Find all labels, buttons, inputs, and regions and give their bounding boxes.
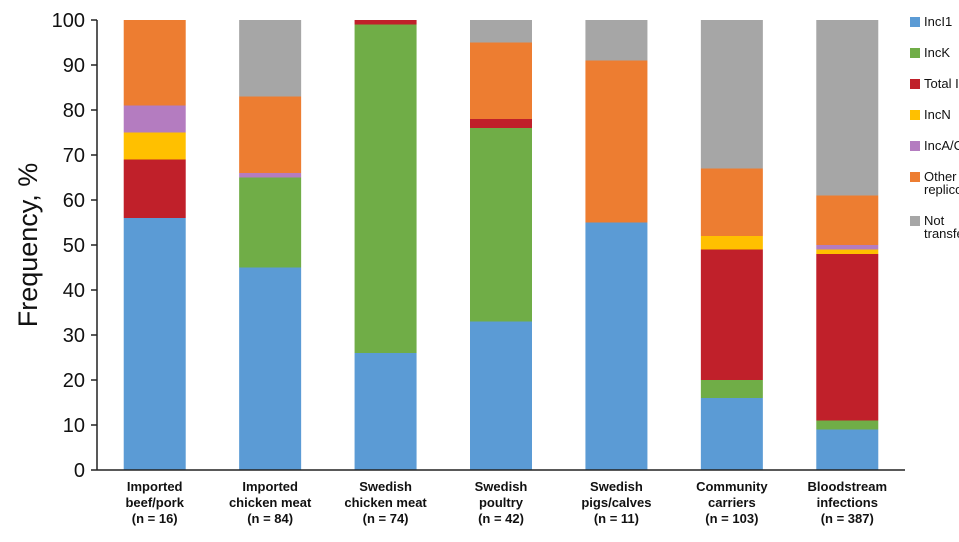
legend-item-other-replicons: Otherreplicons	[910, 169, 959, 197]
bar-segment-total-incf-2	[354, 20, 417, 25]
bar-segment-incn-5	[700, 236, 763, 250]
bar-segment-total-incf-5	[700, 249, 763, 380]
x-tick-label: Swedish pigs/calves (n = 11)	[581, 479, 651, 526]
bar-segment-other-replicons-6	[816, 195, 879, 245]
legend-label: IncK	[924, 45, 950, 60]
bar-segment-inci1-6	[816, 429, 879, 470]
bar-segment-other-replicons-3	[470, 42, 532, 119]
bar-segment-inci1-1	[239, 267, 302, 470]
legend-swatch	[910, 141, 920, 151]
legend-label: Nottransferred	[924, 213, 959, 241]
y-tick-label: 0	[74, 460, 85, 482]
x-tick-label: Community carriers (n = 103)	[696, 479, 768, 526]
legend-item-inck: IncK	[910, 45, 950, 60]
bar-segment-inck-5	[700, 380, 763, 398]
y-tick-label: 70	[63, 145, 85, 167]
legend-swatch	[910, 216, 920, 226]
bar-segment-total-incf-6	[816, 254, 879, 421]
bar-segment-inck-3	[470, 128, 532, 322]
bar-segment-not-transferred-6	[816, 20, 879, 196]
legend-label: Total IncF	[924, 76, 959, 91]
bar-segment-not-transferred-1	[239, 20, 302, 97]
legend-item-incn: IncN	[910, 107, 951, 122]
x-tick-label: Bloodstream infections (n = 387)	[808, 479, 887, 526]
bar-segment-inca-c-0	[123, 105, 186, 133]
legend-swatch	[910, 79, 920, 89]
y-tick-label: 40	[63, 280, 85, 302]
y-tick-label: 50	[63, 235, 85, 257]
x-tick-label: Imported chicken meat (n = 84)	[229, 479, 312, 526]
y-tick-label: 60	[63, 190, 85, 212]
x-tick-label: Imported beef/pork (n = 16)	[125, 479, 184, 526]
bar-segment-incn-6	[816, 249, 879, 254]
legend-label: Otherreplicons	[924, 169, 959, 197]
bar-segment-not-transferred-5	[700, 20, 763, 169]
bar-segment-inck-2	[354, 24, 417, 353]
bar-segment-not-transferred-3	[470, 20, 532, 43]
legend-swatch	[910, 48, 920, 58]
bar-segment-inci1-5	[700, 398, 763, 470]
legend-label: IncA/C	[924, 138, 959, 153]
y-tick-label: 30	[63, 325, 85, 347]
x-tick-label: Swedish chicken meat (n = 74)	[344, 479, 427, 526]
y-tick-label: 20	[63, 370, 85, 392]
x-tick-label: Swedish poultry (n = 42)	[475, 479, 528, 526]
legend-item-total-incf: Total IncF	[910, 76, 959, 91]
bar-segment-other-replicons-5	[700, 168, 763, 236]
bar-segment-not-transferred-4	[585, 20, 648, 61]
bar-segment-other-replicons-1	[239, 96, 302, 173]
y-tick-label: 10	[63, 415, 85, 437]
bar-segment-inci1-4	[585, 222, 648, 470]
legend-item-inca-c: IncA/C	[910, 138, 959, 153]
legend-swatch	[910, 110, 920, 120]
bar-segment-inci1-2	[354, 353, 417, 470]
legend-swatch	[910, 172, 920, 182]
y-tick-label: 80	[63, 100, 85, 122]
y-tick-label: 100	[52, 10, 85, 32]
bar-segment-inck-6	[816, 420, 879, 430]
bar-segment-total-incf-3	[470, 119, 532, 128]
y-axis-label: Frequency, %	[13, 163, 43, 328]
bar-segment-incn-0	[123, 132, 186, 160]
legend-item-not-transferred: Nottransferred	[910, 213, 959, 241]
bar-segment-other-replicons-0	[123, 20, 186, 106]
legend-label: IncI1	[924, 14, 952, 29]
legend-swatch	[910, 17, 920, 27]
legend-label: IncN	[924, 107, 951, 122]
bar-segment-inck-1	[239, 177, 302, 268]
bar-segment-inca-c-6	[816, 245, 879, 250]
bar-segment-inca-c-1	[239, 173, 302, 178]
legend-item-inci1: IncI1	[910, 14, 952, 29]
bar-segment-inci1-0	[123, 218, 186, 470]
bar-segment-inci1-3	[470, 321, 532, 470]
y-tick-label: 90	[63, 55, 85, 77]
bar-segment-total-incf-0	[123, 159, 186, 218]
bar-segment-other-replicons-4	[585, 60, 648, 223]
